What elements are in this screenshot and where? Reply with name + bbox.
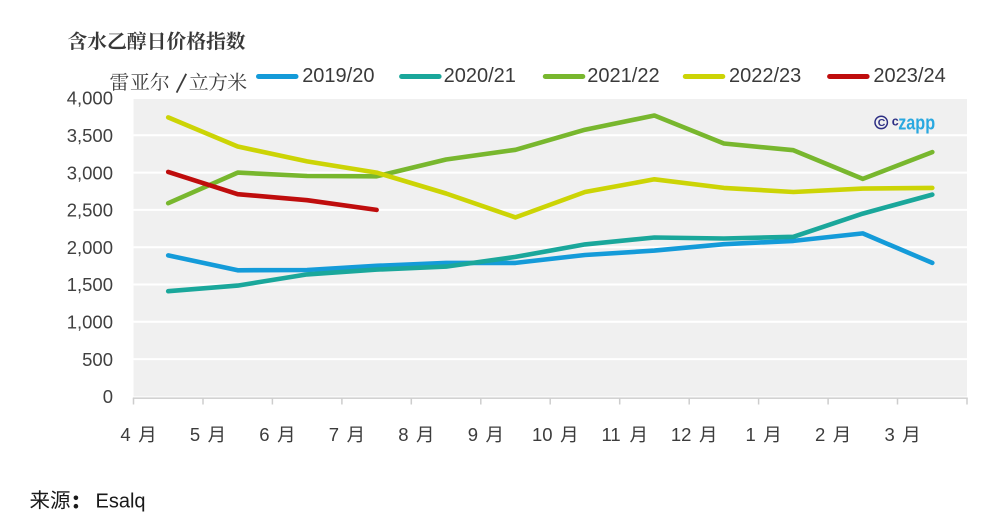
svg-text:500: 500 — [82, 349, 113, 370]
svg-text:2,000: 2,000 — [67, 237, 113, 258]
svg-text:7: 7 — [329, 424, 339, 445]
svg-text:2021/22: 2021/22 — [587, 65, 659, 87]
svg-text:11: 11 — [602, 424, 621, 445]
svg-text:4,000: 4,000 — [67, 88, 113, 109]
svg-text:1,500: 1,500 — [67, 274, 113, 295]
svg-text:1: 1 — [746, 424, 756, 445]
svg-text:2022/23: 2022/23 — [729, 65, 801, 87]
svg-text:3: 3 — [885, 424, 895, 445]
svg-text:10: 10 — [532, 424, 553, 445]
svg-text:12: 12 — [671, 424, 692, 445]
svg-text:6: 6 — [259, 424, 269, 445]
svg-text:C: C — [878, 117, 886, 129]
svg-text:3,500: 3,500 — [67, 125, 113, 146]
svg-text:2,500: 2,500 — [67, 200, 113, 221]
svg-text:3,000: 3,000 — [67, 162, 113, 183]
svg-text:0: 0 — [103, 386, 113, 407]
svg-text:c: c — [892, 115, 899, 129]
svg-text:1,000: 1,000 — [67, 312, 113, 333]
svg-text:8: 8 — [398, 424, 408, 445]
svg-text:5: 5 — [190, 424, 200, 445]
svg-text:2020/21: 2020/21 — [444, 65, 516, 87]
svg-text:2023/24: 2023/24 — [873, 65, 945, 87]
svg-text:Esalq: Esalq — [96, 491, 146, 513]
svg-text:4: 4 — [120, 424, 130, 445]
svg-text:zapp: zapp — [898, 112, 935, 134]
svg-text:2: 2 — [815, 424, 825, 445]
svg-text:2019/20: 2019/20 — [302, 65, 374, 87]
svg-text:9: 9 — [468, 424, 478, 445]
